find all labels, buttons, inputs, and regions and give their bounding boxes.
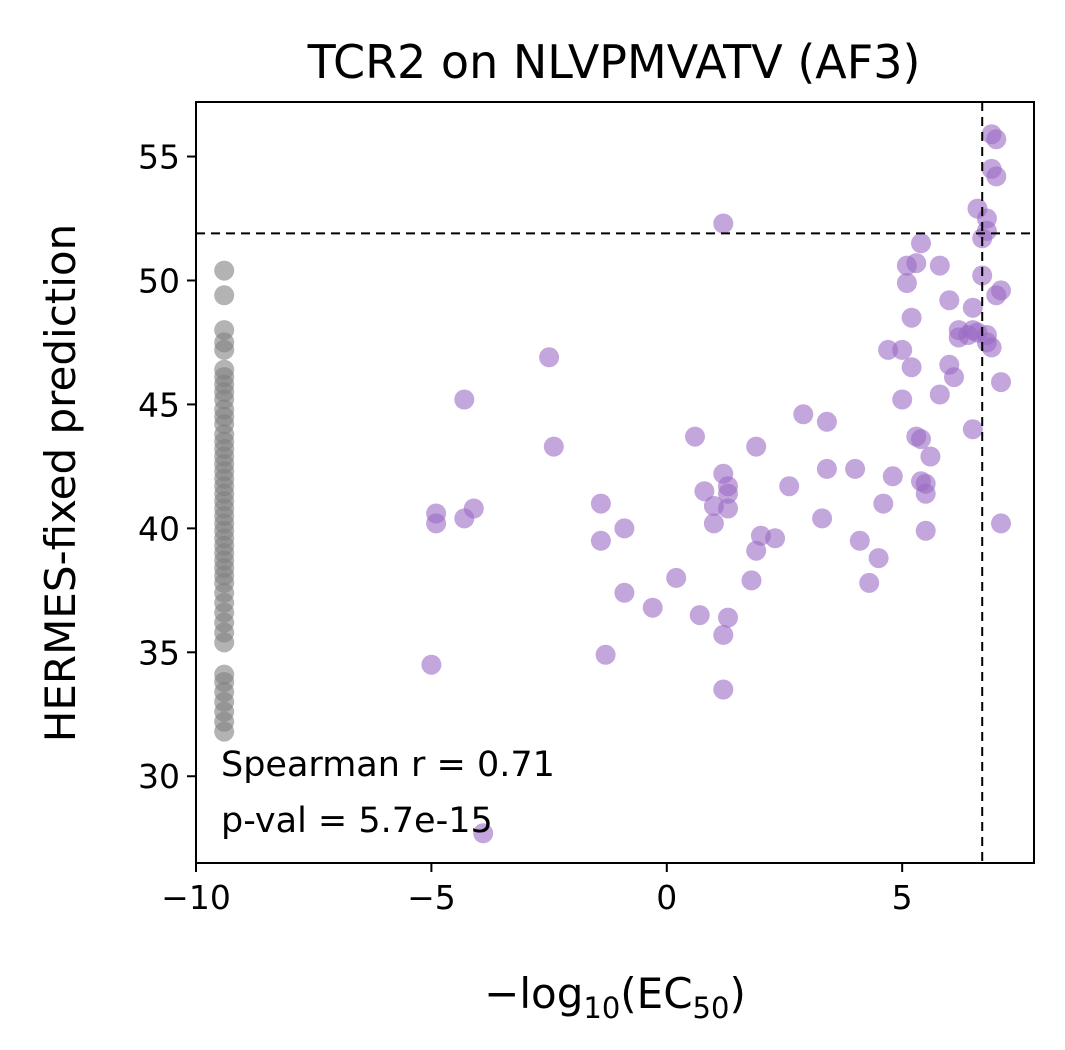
data-point-purple-71 [962, 419, 983, 440]
data-point-purple-77 [976, 220, 997, 241]
data-point-purple-51 [901, 357, 922, 378]
data-point-purple-22 [713, 679, 734, 700]
data-point-purple-37 [816, 411, 837, 432]
data-point-purple-47 [892, 389, 913, 410]
data-point-purple-44 [878, 339, 899, 360]
data-point-purple-7 [539, 347, 560, 368]
data-point-gray-0 [214, 260, 235, 281]
y-tick-label-4: 50 [138, 261, 180, 300]
x-tick-label-0: −10 [161, 878, 231, 917]
data-point-purple-88 [991, 513, 1011, 534]
data-point-purple-48 [896, 273, 917, 293]
data-point-purple-10 [590, 530, 611, 551]
data-point-purple-86 [991, 280, 1011, 301]
y-tick-label-1: 35 [138, 633, 180, 672]
data-point-purple-41 [859, 572, 880, 593]
data-point-purple-84 [986, 166, 1007, 187]
y-tick-label-3: 45 [138, 385, 180, 424]
data-point-purple-12 [614, 518, 635, 539]
data-point-purple-82 [981, 337, 1002, 358]
data-point-purple-30 [746, 436, 767, 457]
data-point-purple-58 [915, 483, 936, 504]
data-point-purple-15 [666, 567, 687, 588]
data-point-purple-5 [463, 498, 484, 519]
x-axis-label-sub1: 10 [583, 991, 620, 1025]
data-point-purple-52 [906, 253, 927, 274]
data-point-purple-24 [713, 213, 734, 234]
x-axis-label-mid: (EC [620, 969, 692, 1018]
data-point-purple-63 [939, 290, 960, 311]
data-point-purple-39 [845, 458, 866, 479]
y-axis-ticks: 30 35 40 45 50 55 [138, 138, 196, 796]
data-point-purple-60 [920, 446, 941, 467]
x-tick-label-2: 0 [656, 878, 677, 917]
data-point-purple-16 [685, 426, 705, 447]
data-point-purple-2 [426, 513, 447, 534]
data-point-purple-33 [765, 528, 786, 549]
x-axis-label-sub2: 50 [693, 991, 730, 1025]
data-point-purple-26 [718, 483, 738, 504]
x-axis-ticks: −10 −5 0 5 [161, 863, 913, 917]
data-point-purple-46 [892, 339, 913, 360]
data-point-gray-1 [214, 285, 235, 306]
data-point-purple-27 [718, 498, 738, 519]
annotation-pvalue: p-val = 5.7e-15 [221, 801, 493, 841]
data-point-purple-3 [454, 389, 475, 410]
data-point-purple-29 [741, 570, 762, 591]
data-point-purple-28 [718, 607, 738, 628]
data-point-purple-55 [911, 233, 931, 254]
data-point-purple-17 [689, 605, 710, 626]
x-axis-label-prefix: −log [484, 969, 583, 1018]
data-point-purple-13 [614, 582, 635, 603]
x-tick-label-3: 5 [892, 878, 913, 917]
data-point-purple-40 [849, 530, 870, 551]
data-point-purple-61 [929, 384, 950, 405]
data-point-purple-83 [986, 129, 1007, 150]
plot-frame [195, 101, 1035, 864]
chart-title: TCR2 on NLVPMVATV (AF3) [307, 35, 921, 89]
data-point-purple-54 [911, 429, 931, 450]
data-point-purple-36 [812, 508, 833, 529]
data-point-purple-50 [901, 307, 922, 328]
data-point-purple-65 [944, 367, 964, 388]
data-point-purple-62 [929, 255, 950, 276]
data-point-purple-14 [642, 597, 663, 618]
data-point-purple-8 [543, 436, 564, 457]
data-point-gray-39 [214, 632, 235, 653]
data-point-purple-11 [595, 644, 616, 665]
data-point-gray-46 [214, 721, 235, 742]
y-tick-label-5: 55 [138, 138, 180, 177]
data-point-purple-43 [873, 493, 894, 514]
x-axis-label: −log10(EC50) [484, 969, 746, 1025]
data-point-purple-6 [473, 823, 494, 844]
x-axis-label-suffix: ) [729, 969, 745, 1018]
y-axis-label: HERMES-fixed prediction [36, 224, 85, 742]
data-point-purple-38 [816, 458, 837, 479]
data-point-purple-34 [779, 476, 800, 497]
data-point-gray-4 [214, 339, 235, 360]
annotation-spearman: Spearman r = 0.71 [221, 745, 555, 785]
data-point-purple-21 [713, 624, 734, 645]
data-point-purple-45 [882, 466, 903, 487]
data-point-purple-20 [703, 513, 724, 534]
x-tick-label-1: −5 [407, 878, 456, 917]
data-point-purple-70 [962, 297, 983, 318]
y-tick-label-0: 30 [138, 757, 180, 796]
y-tick-label-2: 40 [138, 509, 180, 548]
data-point-purple-9 [590, 493, 611, 514]
data-point-purple-87 [991, 372, 1011, 393]
plot-points [214, 124, 1011, 844]
data-point-purple-42 [868, 548, 889, 569]
data-point-purple-35 [793, 404, 814, 425]
data-point-purple-0 [421, 654, 442, 675]
data-point-purple-18 [694, 481, 715, 502]
data-point-purple-59 [915, 520, 936, 541]
